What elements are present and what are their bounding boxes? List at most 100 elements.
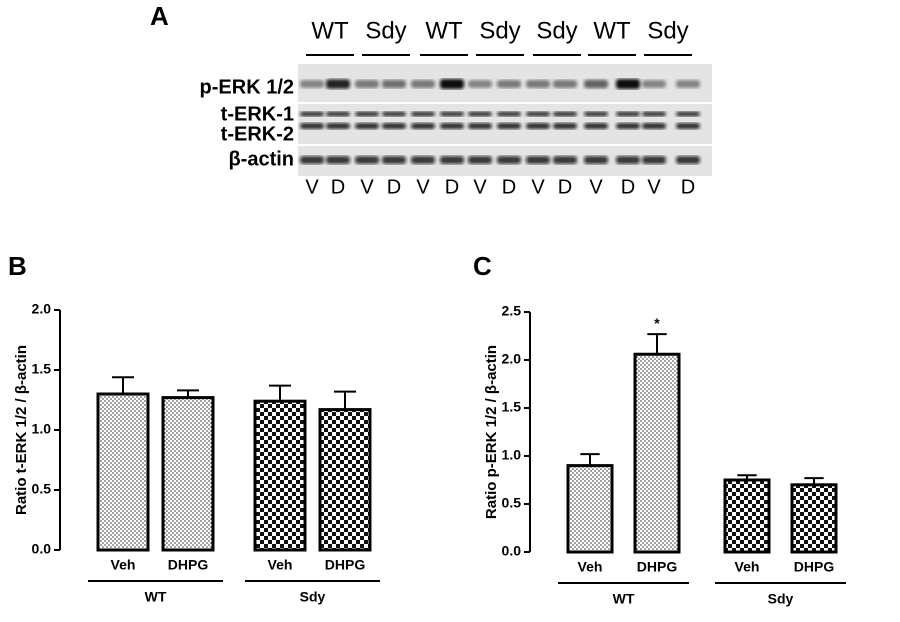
panel-label: B — [8, 251, 27, 281]
blot-band — [440, 156, 464, 164]
row-label: t-ERK-2 — [221, 123, 294, 145]
blot-band — [584, 79, 608, 89]
row-label: p-ERK 1/2 — [200, 76, 294, 98]
row-label: t-ERK-1 — [221, 103, 294, 125]
group-label: WT — [613, 591, 635, 607]
group-label: WT — [145, 589, 167, 605]
annotation: * — [654, 315, 660, 331]
group-label: WT — [311, 17, 349, 44]
blot-band — [553, 80, 577, 88]
bar — [566, 464, 614, 554]
lane-label: V — [305, 176, 319, 198]
blot-band — [468, 80, 492, 88]
blot-band — [326, 79, 350, 89]
y-tick-label: 0.0 — [502, 543, 522, 559]
blot-band — [355, 123, 379, 129]
blot-band — [553, 111, 577, 117]
lane-label: D — [558, 176, 572, 198]
blot-band — [382, 156, 406, 164]
blot-band — [676, 111, 700, 117]
blot-band — [642, 111, 666, 117]
panel-label: C — [473, 251, 492, 281]
lane-label: D — [681, 176, 695, 198]
lane-label: V — [589, 176, 603, 198]
y-tick-label: 0.0 — [32, 541, 52, 557]
blot-band — [300, 123, 324, 129]
group-label: WT — [593, 17, 631, 44]
blot-band — [584, 156, 608, 164]
blot-band — [497, 156, 521, 164]
y-tick-label: 2.0 — [32, 301, 52, 317]
blot-band — [616, 156, 640, 164]
y-axis-label: Ratio t-ERK 1/2 / β-actin — [13, 345, 30, 515]
y-tick-label: 1.5 — [32, 361, 52, 377]
x-tick-label: DHPG — [325, 557, 366, 573]
blot-band — [676, 156, 700, 164]
group-label: Sdy — [365, 17, 406, 44]
group-label: Sdy — [536, 17, 577, 44]
blot-band — [411, 123, 435, 129]
blot-band — [497, 80, 521, 88]
x-tick-label: DHPG — [637, 559, 678, 575]
blot-band — [440, 111, 464, 117]
lane-label: V — [416, 176, 430, 198]
blot-band — [616, 123, 640, 129]
bar — [723, 478, 771, 554]
bar — [96, 392, 150, 552]
group-label: Sdy — [647, 17, 688, 44]
lane-label: D — [621, 176, 635, 198]
blot-band — [584, 123, 608, 129]
blot-band — [326, 111, 350, 117]
blot-band — [326, 156, 350, 164]
blot-band — [468, 156, 492, 164]
blot-band — [553, 156, 577, 164]
blot-band — [642, 80, 666, 88]
lane-label: V — [531, 176, 545, 198]
blot-band — [584, 111, 608, 117]
blot-band — [468, 123, 492, 129]
lane-label: D — [387, 176, 401, 198]
blot-band — [440, 123, 464, 129]
blot-band — [440, 79, 464, 89]
panel-label: A — [150, 1, 169, 31]
x-tick-label: DHPG — [168, 557, 209, 573]
x-tick-label: Veh — [735, 559, 760, 575]
blot-band — [355, 111, 379, 117]
blot-band — [468, 111, 492, 117]
blot-band — [300, 156, 324, 164]
group-label: Sdy — [300, 589, 326, 605]
bar — [633, 352, 681, 554]
blot-band — [355, 80, 379, 88]
y-tick-label: 0.5 — [502, 495, 522, 511]
y-tick-label: 0.5 — [32, 481, 52, 497]
lane-label: V — [647, 176, 661, 198]
blot-band — [526, 111, 550, 117]
blot-band — [553, 123, 577, 129]
group-label: WT — [425, 17, 463, 44]
lane-label: V — [360, 176, 374, 198]
lane-label: V — [473, 176, 487, 198]
blot-band — [526, 156, 550, 164]
bar — [253, 399, 307, 552]
blot-band — [411, 111, 435, 117]
blot-band — [676, 80, 700, 88]
blot-band — [526, 80, 550, 88]
y-tick-label: 2.5 — [502, 303, 522, 319]
blot-band — [526, 123, 550, 129]
lane-label: D — [331, 176, 345, 198]
blot-band — [616, 79, 640, 89]
blot-band — [642, 123, 666, 129]
blot-band — [326, 123, 350, 129]
blot-band — [382, 123, 406, 129]
blot-band — [497, 111, 521, 117]
lane-label: D — [445, 176, 459, 198]
blot-band — [300, 80, 324, 88]
blot-band — [642, 156, 666, 164]
group-label: Sdy — [479, 17, 520, 44]
x-tick-label: Veh — [578, 559, 603, 575]
blot-band — [300, 111, 324, 117]
blot-band — [676, 123, 700, 129]
y-tick-label: 1.5 — [502, 399, 522, 415]
blot-band — [616, 111, 640, 117]
y-axis-label: Ratio p-ERK 1/2 / β-actin — [483, 345, 500, 519]
